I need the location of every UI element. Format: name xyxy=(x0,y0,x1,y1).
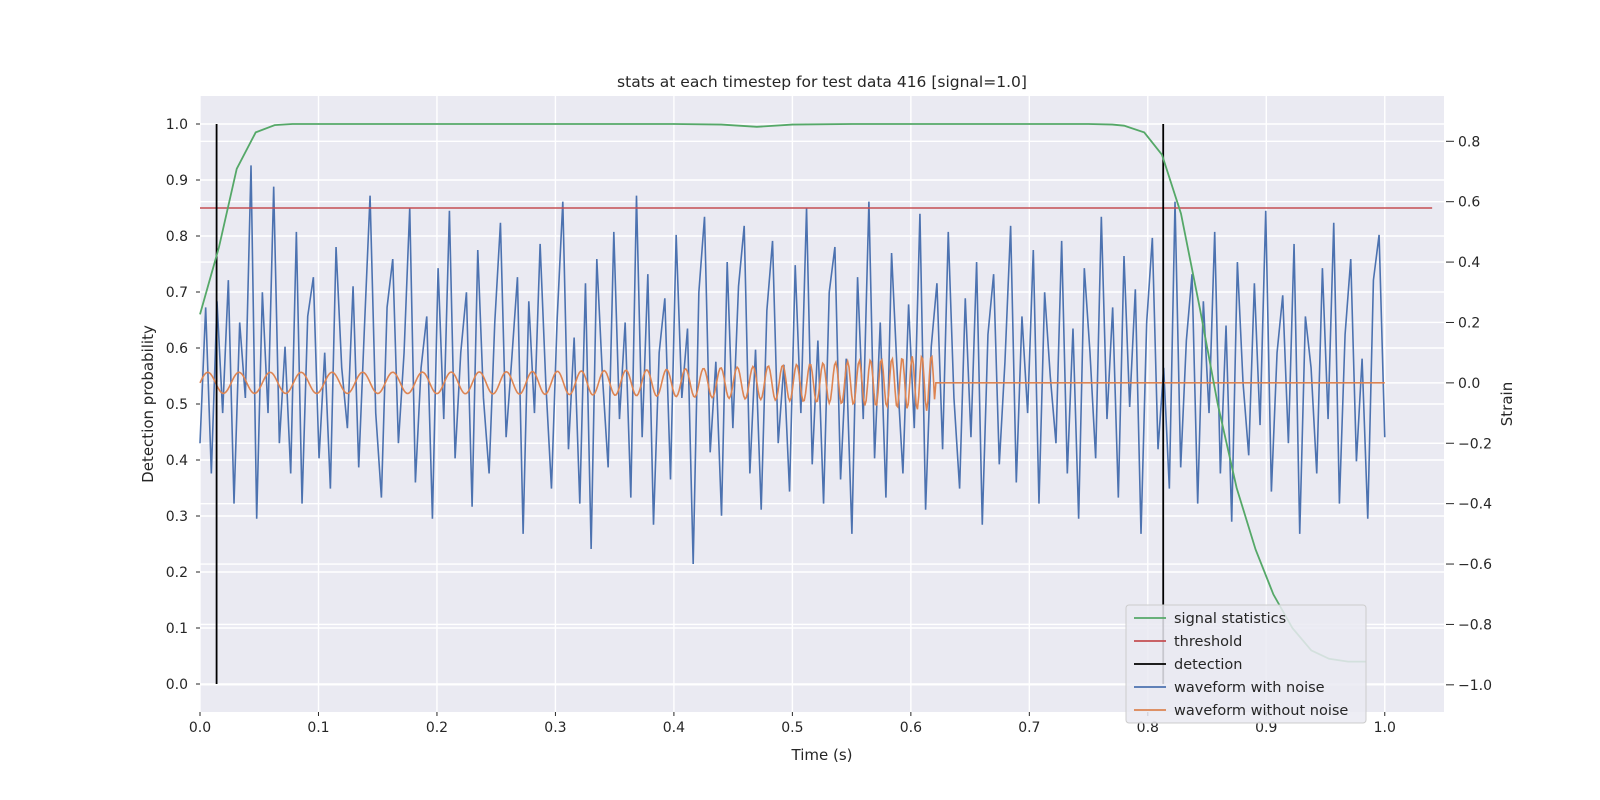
series-waveform-with-noise xyxy=(199,165,1386,565)
y2-tick-label: 0.0 xyxy=(1458,376,1480,392)
y-tick-label: 1.0 xyxy=(166,117,188,133)
x-axis-label: Time (s) xyxy=(791,746,853,764)
series-layer xyxy=(199,123,1433,684)
x-tick-label: 0.6 xyxy=(900,720,922,736)
x-tick-label: 0.0 xyxy=(189,720,211,736)
series-signal-statistics xyxy=(199,123,1366,663)
y2-tick-label: −1.0 xyxy=(1458,678,1492,694)
legend-label: threshold xyxy=(1174,634,1242,650)
series-waveform-without-noise xyxy=(199,354,1385,411)
legend-box xyxy=(1125,604,1367,724)
y-tick-label: 0.9 xyxy=(166,173,188,189)
x-tick-label: 0.7 xyxy=(1018,720,1040,736)
y-tick-label: 0.4 xyxy=(166,453,188,469)
y2-tick-label: −0.8 xyxy=(1458,617,1492,633)
legend-label: waveform without noise xyxy=(1174,703,1348,719)
y-tick-label: 0.2 xyxy=(166,565,188,581)
axes: 0.0 0.1 0.2 0.3 0.4 0.5 0.6 0.7 0.8 0.9 1.0 0.0 0.1 0… xyxy=(166,117,1492,736)
y2-tick-label: 0.8 xyxy=(1458,134,1480,150)
y-tick-label: 0.6 xyxy=(166,341,188,357)
x-tick-label: 0.2 xyxy=(426,720,448,736)
y-axis-label: Detection probability xyxy=(139,325,157,483)
y2-tick-label: 0.4 xyxy=(1458,255,1480,271)
x-tick-label: 0.3 xyxy=(544,720,566,736)
legend-label: detection xyxy=(1174,657,1242,673)
chart-title: stats at each timestep for test data 416… xyxy=(617,73,1027,91)
legend-label: signal statistics xyxy=(1174,611,1286,627)
legend-label: waveform with noise xyxy=(1174,680,1325,696)
y-tick-label: 0.1 xyxy=(166,621,188,637)
y2-tick-label: 0.2 xyxy=(1458,315,1480,331)
y-tick-label: 0.7 xyxy=(166,285,188,301)
x-tick-label: 0.8 xyxy=(1137,720,1159,736)
x-tick-label: 1.0 xyxy=(1374,720,1396,736)
legend: signal statistics threshold detection wavef… xyxy=(1125,604,1367,724)
y2-tick-label: −0.2 xyxy=(1458,436,1492,452)
y2-tick-label: −0.4 xyxy=(1458,497,1492,513)
x-tick-label: 0.1 xyxy=(307,720,329,736)
y-tick-label: 0.8 xyxy=(166,229,188,245)
x-tick-label: 0.4 xyxy=(663,720,685,736)
x-tick-label: 0.5 xyxy=(781,720,803,736)
x-tick-label: 0.9 xyxy=(1255,720,1277,736)
y-tick-label: 0.0 xyxy=(166,677,188,693)
y2-tick-label: −0.6 xyxy=(1458,557,1492,573)
y2-axis-label: Strain xyxy=(1498,382,1516,426)
y2-tick-label: 0.6 xyxy=(1458,195,1480,211)
y-tick-label: 0.3 xyxy=(166,509,188,525)
y-tick-label: 0.5 xyxy=(166,397,188,413)
